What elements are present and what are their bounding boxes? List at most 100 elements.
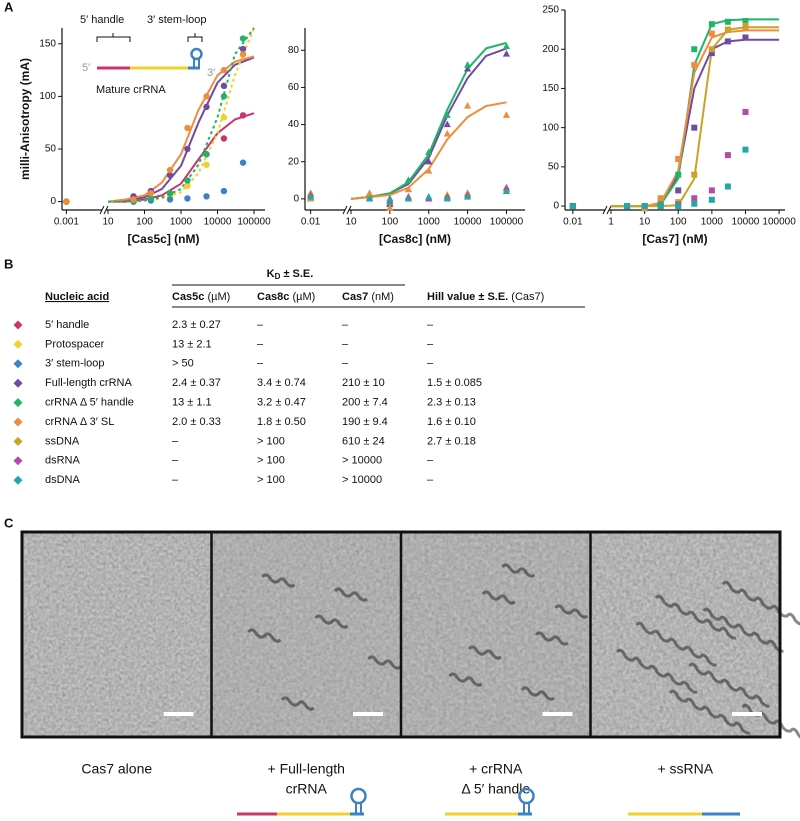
- y-tick-label: 0: [50, 196, 56, 207]
- y-tick-label: 100: [542, 122, 559, 133]
- y-tick-label: 0: [293, 193, 299, 204]
- y-tick-label: 60: [288, 82, 300, 93]
- filament: [702, 607, 784, 653]
- data-point: [220, 82, 228, 90]
- data-point: [166, 189, 174, 197]
- x-tick-label: 100: [382, 217, 399, 228]
- data-point: [641, 203, 648, 210]
- data-point: [708, 46, 715, 53]
- table-cell: 5′ handle: [45, 319, 89, 331]
- column-header: Nucleic acid: [45, 291, 109, 303]
- fit-curve: [108, 27, 255, 203]
- table-cell: dsDNA: [45, 474, 81, 486]
- table-cell: 3.4 ± 0.74: [257, 377, 306, 389]
- table-cell: 210 ± 10: [342, 377, 385, 389]
- table-cell: 2.7 ± 0.18: [427, 435, 476, 447]
- data-point: [404, 176, 413, 183]
- data-point: [502, 183, 511, 191]
- x-axis-label: [Cas7] (nM): [642, 232, 707, 246]
- table-cell: –: [342, 338, 349, 350]
- micrographs: Cas7 alone + Full-length crRNA + crRNA Δ 5′ …: [20, 530, 800, 816]
- table-cell: > 100: [257, 455, 285, 467]
- filament: [721, 580, 800, 626]
- header-part: K: [267, 268, 275, 280]
- chart: 0 50 100 150 0.001 10 100 1000 10000 100000 [Cas5c…: [18, 27, 271, 246]
- data-point: [184, 124, 191, 132]
- data-point: [184, 195, 191, 202]
- filament: [654, 594, 737, 640]
- table-cell: –: [427, 358, 434, 370]
- crrna-inset: 5′ handle 3′ stem-loop 5′ 3′ Mature crRNA: [80, 14, 215, 96]
- filament: [280, 696, 315, 711]
- caption: + Full-length: [268, 761, 345, 777]
- inset-label: Mature crRNA: [96, 84, 166, 96]
- table-cell: > 50: [172, 358, 194, 370]
- table-cell: –: [427, 455, 434, 467]
- data-point: [724, 152, 731, 159]
- data-point: [569, 203, 576, 210]
- row-swatch: [13, 378, 23, 388]
- filament: [534, 631, 569, 646]
- fit-curve: [108, 112, 255, 203]
- fit-curve: [107, 56, 255, 203]
- y-tick-label: 20: [288, 156, 300, 167]
- table-cell: 1.6 ± 0.10: [427, 416, 476, 428]
- table-cell: dsRNA: [45, 455, 81, 467]
- x-tick-label: 100: [670, 217, 687, 228]
- data-point: [239, 112, 247, 119]
- row-swatch: [13, 398, 23, 408]
- x-tick-label: 10000: [454, 217, 482, 228]
- panel-label: A: [4, 0, 14, 14]
- table-cell: –: [427, 319, 434, 331]
- table-cell: 13 ± 1.1: [172, 397, 212, 409]
- data-point: [239, 45, 247, 53]
- x-tick-label: 10000: [732, 217, 760, 228]
- data-point: [386, 194, 394, 202]
- filament: [688, 662, 770, 708]
- x-tick-label: 0.001: [54, 217, 79, 228]
- table-cell: –: [257, 358, 264, 370]
- y-tick-label: 40: [288, 119, 300, 130]
- header-part: ± S.E.: [280, 268, 313, 280]
- data-point: [691, 171, 698, 178]
- table-cell: 2.3 ± 0.13: [427, 397, 476, 409]
- scale-bar: [732, 712, 762, 716]
- filament: [615, 648, 698, 694]
- table-cell: 200 ± 7.4: [342, 397, 388, 409]
- header-unit: (µM): [204, 291, 230, 303]
- fit-curve: [350, 47, 507, 200]
- x-tick-label: 1000: [418, 217, 441, 228]
- data-point: [724, 38, 731, 45]
- data-point: [220, 135, 228, 142]
- y-tick-label: 150: [542, 83, 559, 94]
- axis-break: [99, 205, 109, 215]
- chart: 0 20 40 60 80 0.01 10 100 1000 10000 100000 [Cas8c]…: [288, 28, 525, 246]
- data-point: [203, 193, 210, 200]
- data-point: [203, 103, 210, 111]
- stem-loop-shape: [523, 802, 530, 814]
- scale-bar: [353, 712, 383, 716]
- loop: [518, 787, 535, 805]
- data-point: [463, 102, 472, 109]
- x-tick-label: 100: [136, 217, 153, 228]
- inset-label: 3′ stem-loop: [147, 14, 207, 26]
- caption: Δ 5′ handle: [461, 781, 530, 797]
- x-tick-label: 100000: [490, 217, 524, 228]
- data-point: [425, 157, 433, 165]
- y-tick-label: 50: [45, 144, 57, 155]
- table-cell: –: [257, 338, 264, 350]
- data-point: [502, 187, 511, 195]
- x-axis-label: [Cas8c] (nM): [379, 232, 451, 246]
- filament: [247, 628, 282, 643]
- scale-bar: [542, 712, 573, 716]
- table-cell: > 100: [257, 435, 285, 447]
- column-header: Cas7 (nM): [342, 291, 394, 303]
- data-point: [463, 193, 472, 200]
- filament: [668, 689, 751, 735]
- table-cell: 3′ stem-loop: [45, 358, 105, 370]
- y-tick-label: 150: [39, 38, 56, 49]
- fit-curve: [108, 27, 255, 203]
- data-point: [657, 203, 664, 210]
- data-point: [220, 93, 228, 100]
